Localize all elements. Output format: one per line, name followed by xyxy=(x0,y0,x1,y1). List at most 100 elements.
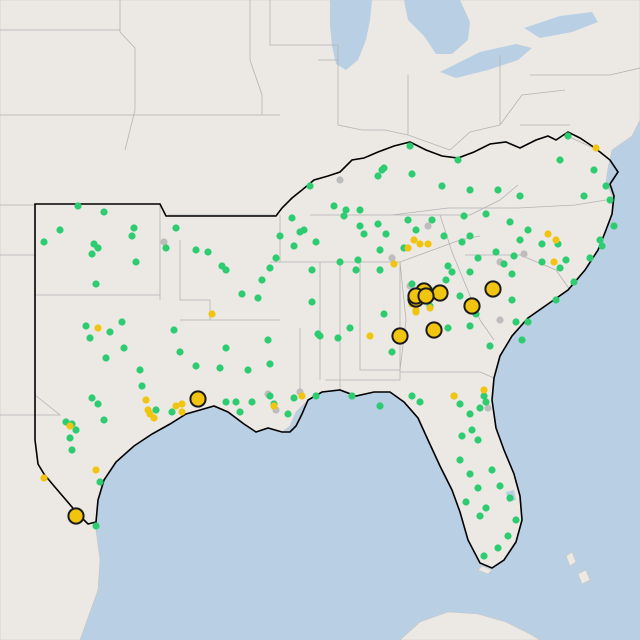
station-marker-green[interactable] xyxy=(506,494,514,502)
station-marker-green[interactable] xyxy=(276,232,284,240)
station-marker-green[interactable] xyxy=(94,400,102,408)
station-marker-yellow[interactable] xyxy=(366,332,374,340)
station-marker-green[interactable] xyxy=(596,236,604,244)
station-marker-green[interactable] xyxy=(374,172,382,180)
station-marker-green[interactable] xyxy=(404,216,412,224)
station-marker-green[interactable] xyxy=(500,260,508,268)
station-marker-green[interactable] xyxy=(476,404,484,412)
station-marker-green[interactable] xyxy=(406,142,414,150)
station-marker-green[interactable] xyxy=(218,262,226,270)
station-marker-green[interactable] xyxy=(92,280,100,288)
station-marker-green[interactable] xyxy=(524,318,532,326)
station-marker-green[interactable] xyxy=(466,232,474,240)
station-marker-green[interactable] xyxy=(496,482,504,490)
station-marker-green[interactable] xyxy=(416,398,424,406)
station-marker-green[interactable] xyxy=(586,254,594,262)
station-marker-green[interactable] xyxy=(238,290,246,298)
station-marker-green[interactable] xyxy=(272,254,280,262)
station-marker-green[interactable] xyxy=(244,366,252,374)
station-marker-gray[interactable] xyxy=(336,176,344,184)
station-marker-green[interactable] xyxy=(264,336,272,344)
station-marker-gray[interactable] xyxy=(160,238,168,246)
station-marker-green[interactable] xyxy=(438,182,446,190)
station-marker-gray[interactable] xyxy=(424,222,432,230)
station-marker-green[interactable] xyxy=(494,186,502,194)
station-marker-green[interactable] xyxy=(346,324,354,332)
station-marker-green[interactable] xyxy=(288,214,296,222)
station-marker-green[interactable] xyxy=(74,202,82,210)
station-marker-green[interactable] xyxy=(580,192,588,200)
station-marker-yellow-large[interactable] xyxy=(425,321,443,339)
station-marker-green[interactable] xyxy=(254,294,262,302)
station-marker-green[interactable] xyxy=(466,268,474,276)
station-marker-yellow[interactable] xyxy=(424,240,432,248)
station-marker-green[interactable] xyxy=(132,258,140,266)
station-marker-green[interactable] xyxy=(172,224,180,232)
station-marker-green[interactable] xyxy=(504,532,512,540)
station-marker-green[interactable] xyxy=(348,392,356,400)
station-marker-green[interactable] xyxy=(570,278,578,286)
station-marker-yellow-large[interactable] xyxy=(67,507,85,525)
station-marker-green[interactable] xyxy=(598,242,606,250)
station-marker-green[interactable] xyxy=(556,156,564,164)
station-marker-green[interactable] xyxy=(170,326,178,334)
station-marker-green[interactable] xyxy=(562,256,570,264)
station-marker-green[interactable] xyxy=(466,470,474,478)
station-marker-yellow[interactable] xyxy=(94,324,102,332)
station-marker-yellow[interactable] xyxy=(480,386,488,394)
station-marker-green[interactable] xyxy=(482,210,490,218)
station-marker-green[interactable] xyxy=(480,392,488,400)
station-marker-green[interactable] xyxy=(94,244,102,252)
station-marker-green[interactable] xyxy=(456,400,464,408)
station-marker-green[interactable] xyxy=(590,166,598,174)
station-marker-green[interactable] xyxy=(266,392,274,400)
station-marker-green[interactable] xyxy=(380,310,388,318)
station-marker-green[interactable] xyxy=(476,512,484,520)
station-marker-green[interactable] xyxy=(216,364,224,372)
station-marker-yellow[interactable] xyxy=(426,304,434,312)
station-marker-green[interactable] xyxy=(474,436,482,444)
station-marker-green[interactable] xyxy=(458,238,466,246)
station-marker-green[interactable] xyxy=(512,318,520,326)
station-marker-green[interactable] xyxy=(408,170,416,178)
station-marker-green[interactable] xyxy=(408,392,416,400)
station-marker-green[interactable] xyxy=(232,398,240,406)
station-marker-green[interactable] xyxy=(508,270,516,278)
station-marker-green[interactable] xyxy=(312,238,320,246)
station-marker-green[interactable] xyxy=(192,362,200,370)
station-marker-green[interactable] xyxy=(408,280,416,288)
station-marker-yellow[interactable] xyxy=(410,236,418,244)
station-marker-green[interactable] xyxy=(376,246,384,254)
station-marker-green[interactable] xyxy=(354,256,362,264)
station-marker-green[interactable] xyxy=(82,322,90,330)
station-marker-green[interactable] xyxy=(602,182,610,190)
station-marker-gray[interactable] xyxy=(484,404,492,412)
station-marker-green[interactable] xyxy=(480,552,488,560)
station-marker-green[interactable] xyxy=(72,426,80,434)
station-marker-yellow[interactable] xyxy=(178,408,186,416)
station-marker-green[interactable] xyxy=(564,132,572,140)
station-marker-green[interactable] xyxy=(66,434,74,442)
station-marker-green[interactable] xyxy=(88,250,96,258)
station-marker-green[interactable] xyxy=(100,208,108,216)
station-marker-yellow[interactable] xyxy=(412,306,420,314)
station-marker-green[interactable] xyxy=(356,206,364,214)
station-marker-green[interactable] xyxy=(462,498,470,506)
station-marker-green[interactable] xyxy=(248,398,256,406)
station-marker-green[interactable] xyxy=(506,218,514,226)
station-marker-green[interactable] xyxy=(460,212,468,220)
station-marker-green[interactable] xyxy=(314,330,322,338)
station-marker-green[interactable] xyxy=(356,222,364,230)
station-marker-green[interactable] xyxy=(428,216,436,224)
station-marker-green[interactable] xyxy=(86,334,94,342)
station-marker-green[interactable] xyxy=(376,402,384,410)
station-marker-yellow[interactable] xyxy=(40,474,48,482)
station-marker-green[interactable] xyxy=(466,322,474,330)
station-marker-green[interactable] xyxy=(376,266,384,274)
station-marker-green[interactable] xyxy=(258,276,266,284)
station-marker-green[interactable] xyxy=(162,244,170,252)
station-marker-green[interactable] xyxy=(468,426,476,434)
station-marker-yellow[interactable] xyxy=(178,400,186,408)
station-marker-green[interactable] xyxy=(378,166,386,174)
station-marker-green[interactable] xyxy=(466,186,474,194)
